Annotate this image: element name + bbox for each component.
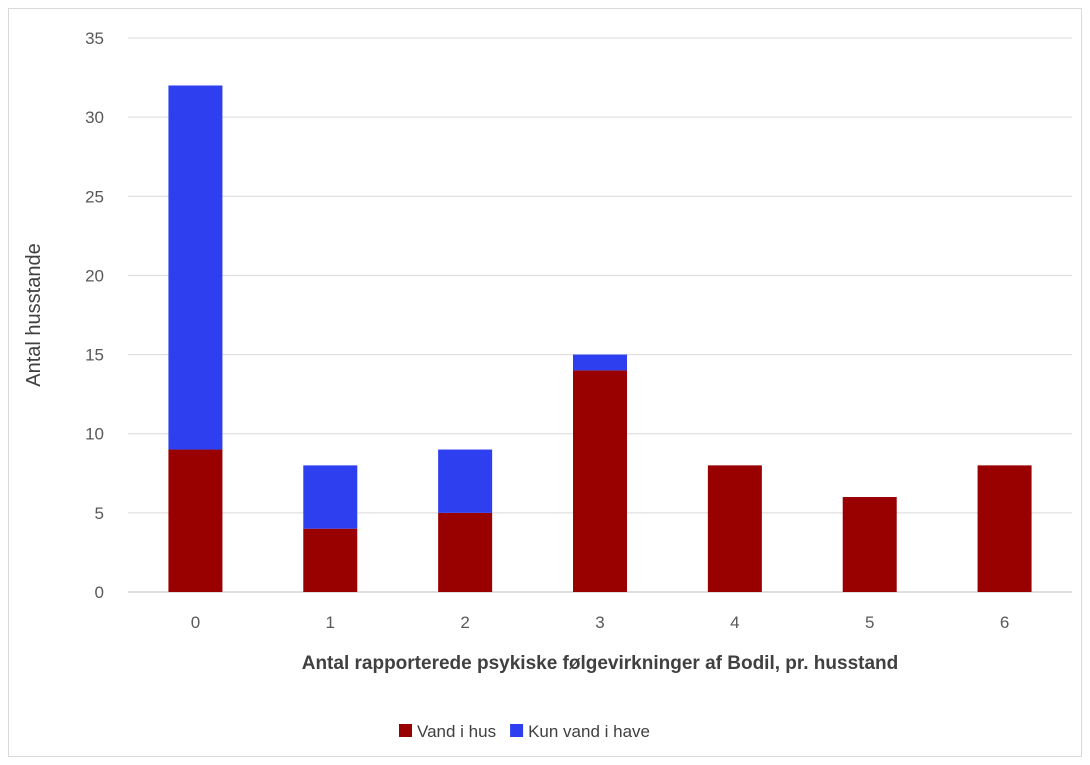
gridlines xyxy=(128,37,1072,593)
y-tick-label: 10 xyxy=(85,425,104,444)
legend-label: Kun vand i have xyxy=(528,722,650,741)
x-axis-label: Antal rapporterede psykiske følgevirknin… xyxy=(302,653,899,674)
y-tick-label: 15 xyxy=(85,346,104,365)
y-tick-label: 25 xyxy=(85,187,104,206)
bar-kun-vand-i-have-0 xyxy=(168,85,223,450)
y-tick-label: 20 xyxy=(85,266,104,285)
y-tick-labels: 0 5 10 15 20 25 30 35 xyxy=(85,29,104,602)
bar-vand-i-hus-4 xyxy=(707,465,762,592)
bar-kun-vand-i-have-3 xyxy=(573,354,627,371)
bar-vand-i-hus-2 xyxy=(438,512,493,592)
x-tick-label: 1 xyxy=(326,613,335,632)
bars xyxy=(168,85,1032,592)
x-tick-label: 3 xyxy=(595,613,604,632)
bar-vand-i-hus-1 xyxy=(303,528,358,592)
bar-vand-i-hus-3 xyxy=(573,370,627,592)
y-tick-label: 5 xyxy=(95,504,104,523)
y-tick-label: 30 xyxy=(85,108,104,127)
bar-kun-vand-i-have-2 xyxy=(438,449,493,513)
y-tick-label: 35 xyxy=(85,29,104,48)
legend-swatch-kun-vand-i-have xyxy=(510,724,524,737)
x-tick-label: 2 xyxy=(460,613,469,632)
bar-kun-vand-i-have-1 xyxy=(303,465,358,529)
bar-vand-i-hus-0 xyxy=(168,449,223,592)
x-tick-label: 6 xyxy=(1000,613,1009,632)
bar-vand-i-hus-6 xyxy=(977,465,1032,592)
y-tick-label: 0 xyxy=(95,583,104,602)
y-axis-label: Antal husstande xyxy=(23,243,45,386)
legend-swatch-vand-i-hus xyxy=(399,724,412,737)
x-tick-label: 0 xyxy=(191,613,200,632)
x-tick-label: 5 xyxy=(865,613,874,632)
legend-label: Vand i hus xyxy=(417,722,496,741)
x-tick-label: 4 xyxy=(730,613,739,632)
x-tick-labels: 0 1 2 3 4 5 6 xyxy=(191,613,1010,632)
legend: Vand i hus Kun vand i have xyxy=(399,722,650,741)
bar-vand-i-hus-5 xyxy=(842,497,897,592)
